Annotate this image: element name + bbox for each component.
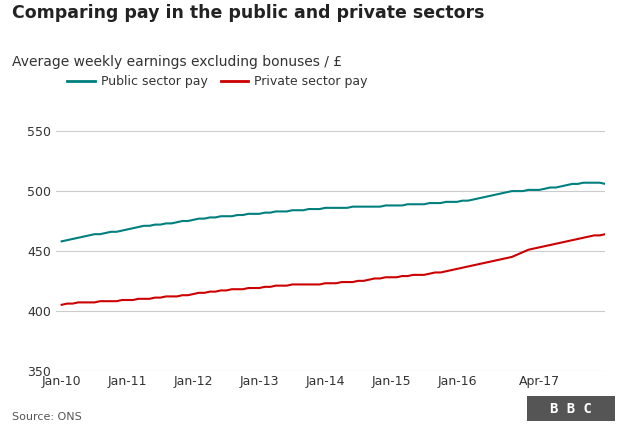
Text: B B C: B B C	[550, 402, 592, 415]
Legend: Public sector pay, Private sector pay: Public sector pay, Private sector pay	[62, 70, 373, 93]
Text: Average weekly earnings excluding bonuses / £: Average weekly earnings excluding bonuse…	[12, 55, 343, 69]
Text: Comparing pay in the public and private sectors: Comparing pay in the public and private …	[12, 4, 485, 22]
Text: Source: ONS: Source: ONS	[12, 412, 82, 422]
